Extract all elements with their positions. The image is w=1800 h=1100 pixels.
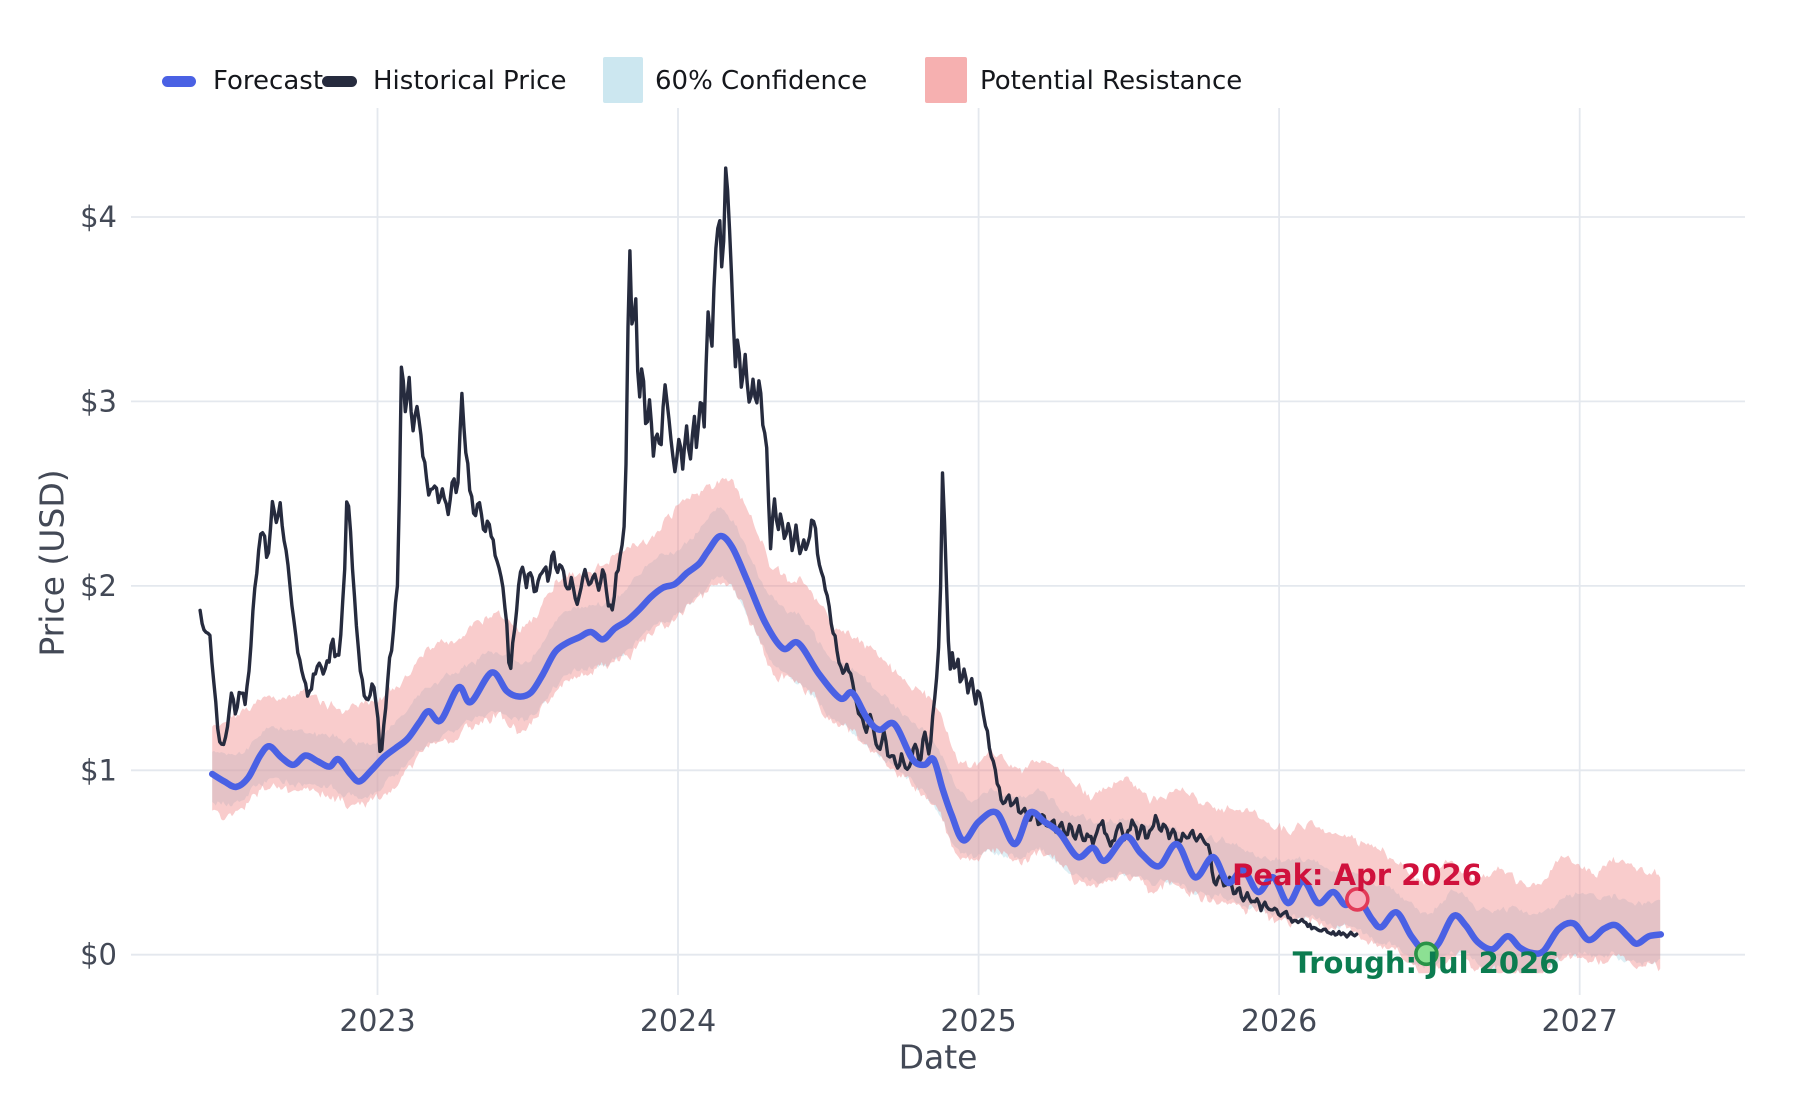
confidence-legend-swatch	[603, 57, 643, 103]
trough-annotation: Trough: Jul 2026	[1292, 946, 1560, 980]
x-tick-label: 2025	[940, 1004, 1016, 1039]
x-tick-label: 2024	[640, 1004, 716, 1039]
resistance-band-area	[212, 477, 1661, 974]
y-tick-label: $4	[80, 200, 117, 234]
confidence-legend-label: 60% Confidence	[655, 66, 868, 96]
y-tick-label: $2	[80, 569, 117, 603]
y-axis-title: Price (USD)	[32, 469, 72, 657]
y-tick-labels: $0 $1 $2 $3 $4	[80, 200, 117, 972]
forecast-legend-swatch	[162, 76, 196, 87]
y-tick-label: $0	[80, 938, 117, 972]
y-tick-label: $1	[80, 753, 117, 787]
resistance-legend-label: Potential Resistance	[980, 66, 1243, 96]
resistance-legend-swatch	[925, 57, 967, 103]
confidence-band-area	[212, 507, 1661, 974]
peak-marker-icon	[1345, 887, 1370, 912]
historical-legend-label: Historical Price	[373, 66, 567, 96]
historical-legend-swatch	[322, 76, 357, 87]
forecast-legend-label: Forecast	[213, 66, 324, 96]
x-axis-title: Date	[898, 1037, 978, 1077]
historical-line	[198, 166, 1359, 939]
historical-price-path	[198, 166, 1359, 939]
annotation-markers	[1345, 887, 1439, 967]
x-tick-label: 2023	[339, 1004, 415, 1039]
x-tick-labels: 2023 2024 2025 2026 2027	[339, 1004, 1618, 1039]
resistance-band	[212, 477, 1661, 974]
x-tick-label: 2026	[1241, 1004, 1317, 1039]
gridlines	[131, 108, 1745, 995]
x-tick-label: 2027	[1542, 1004, 1618, 1039]
confidence-band	[212, 507, 1661, 974]
y-tick-label: $3	[80, 384, 117, 418]
trough-marker-icon	[1414, 941, 1439, 967]
peak-annotation: Peak: Apr 2026	[1232, 858, 1482, 892]
